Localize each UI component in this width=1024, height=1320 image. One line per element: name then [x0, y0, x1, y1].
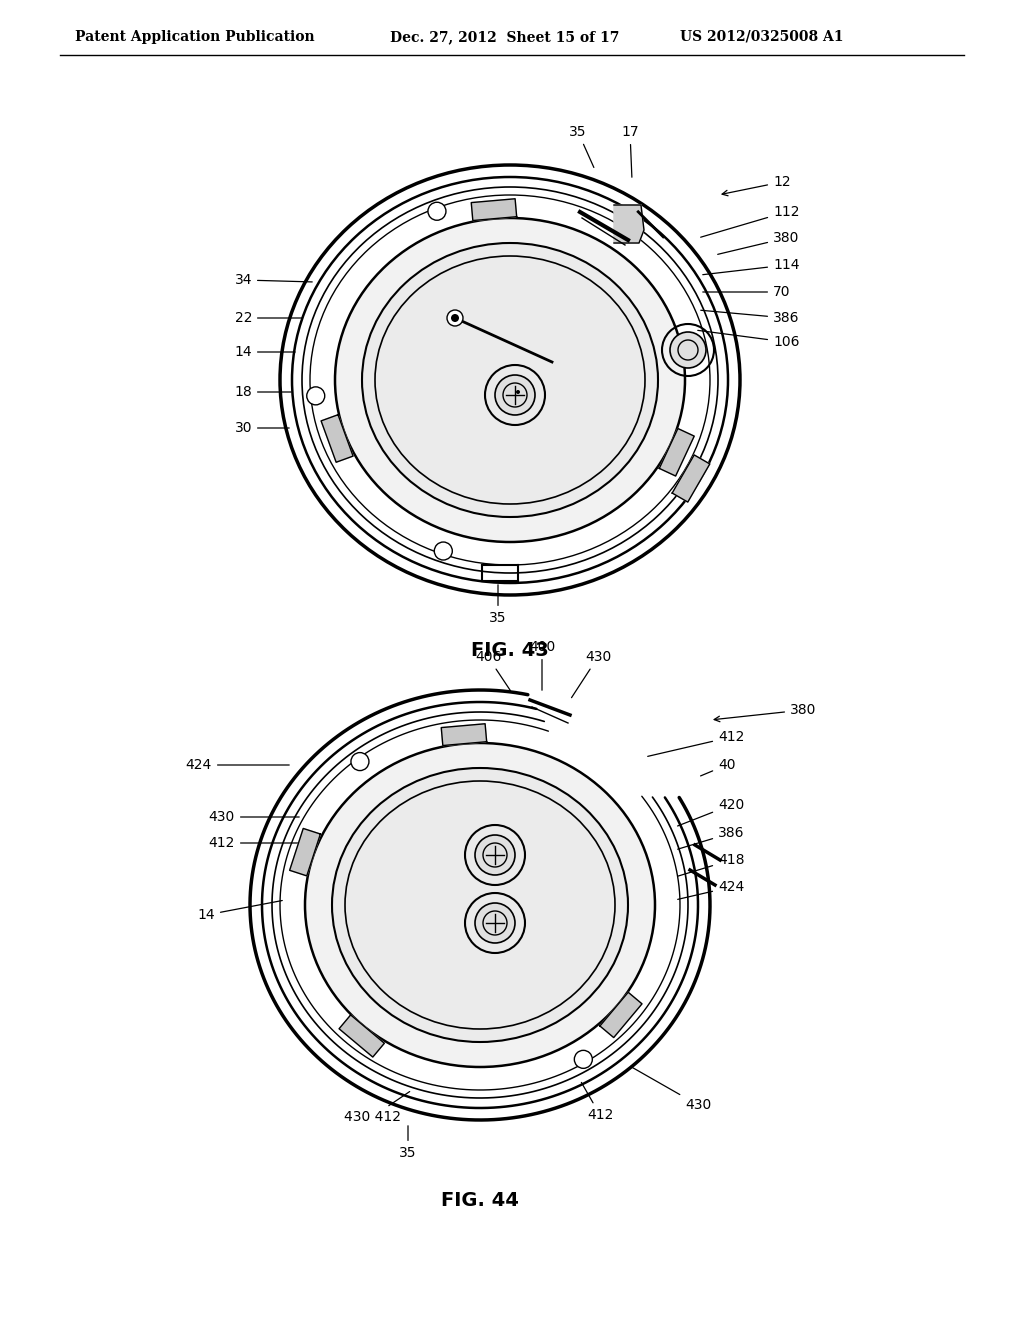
- Text: Patent Application Publication: Patent Application Publication: [75, 30, 314, 44]
- Text: 14: 14: [198, 900, 283, 921]
- Text: 380: 380: [714, 704, 816, 722]
- Text: US 2012/0325008 A1: US 2012/0325008 A1: [680, 30, 844, 44]
- Text: 112: 112: [700, 205, 800, 238]
- Text: 100: 100: [427, 913, 453, 928]
- Polygon shape: [659, 429, 694, 477]
- Text: Dec. 27, 2012  Sheet 15 of 17: Dec. 27, 2012 Sheet 15 of 17: [390, 30, 620, 44]
- Circle shape: [475, 836, 515, 875]
- Text: 18: 18: [234, 385, 291, 399]
- Polygon shape: [322, 414, 353, 462]
- Polygon shape: [441, 723, 486, 746]
- Text: 106: 106: [697, 330, 800, 348]
- Text: 384: 384: [432, 401, 458, 414]
- Text: 30: 30: [234, 421, 289, 436]
- Circle shape: [428, 202, 445, 220]
- Ellipse shape: [305, 743, 655, 1067]
- Text: 412: 412: [209, 836, 302, 850]
- Text: 114: 114: [702, 257, 800, 275]
- Ellipse shape: [335, 218, 685, 543]
- Circle shape: [574, 1051, 592, 1068]
- Ellipse shape: [332, 768, 628, 1041]
- Text: 386: 386: [700, 310, 800, 325]
- Text: 424: 424: [185, 758, 289, 772]
- Circle shape: [447, 310, 463, 326]
- Text: FIG. 44: FIG. 44: [441, 1191, 519, 1209]
- Text: 12: 12: [722, 176, 791, 195]
- Text: 102: 102: [427, 898, 453, 912]
- Text: 420: 420: [678, 799, 744, 826]
- Circle shape: [475, 903, 515, 942]
- Text: 386: 386: [678, 826, 744, 849]
- Polygon shape: [600, 993, 642, 1038]
- Text: 100: 100: [432, 383, 458, 397]
- Circle shape: [307, 387, 325, 405]
- Text: 112: 112: [427, 846, 453, 861]
- Text: 40: 40: [700, 758, 735, 776]
- Circle shape: [516, 389, 520, 393]
- Circle shape: [495, 375, 535, 414]
- Text: 14: 14: [234, 345, 295, 359]
- Text: 35: 35: [489, 585, 507, 624]
- Polygon shape: [672, 455, 710, 502]
- Circle shape: [434, 543, 453, 560]
- Text: 430 412: 430 412: [343, 1092, 410, 1125]
- Polygon shape: [471, 199, 517, 220]
- Text: 412: 412: [582, 1082, 613, 1122]
- Text: 412: 412: [648, 730, 744, 756]
- Text: 418: 418: [678, 853, 744, 876]
- Polygon shape: [290, 829, 321, 876]
- Text: 384: 384: [427, 931, 453, 944]
- Text: 406: 406: [475, 649, 510, 690]
- Text: FIG. 43: FIG. 43: [471, 640, 549, 660]
- Circle shape: [451, 314, 459, 322]
- Circle shape: [670, 333, 706, 368]
- Text: 430: 430: [209, 810, 299, 824]
- Polygon shape: [614, 205, 644, 243]
- Polygon shape: [339, 1015, 384, 1057]
- Text: 400: 400: [528, 640, 555, 690]
- Text: 430: 430: [631, 1067, 712, 1111]
- Ellipse shape: [362, 243, 658, 517]
- Text: 424: 424: [678, 880, 744, 899]
- Text: 35: 35: [569, 125, 594, 168]
- Text: 35: 35: [399, 1126, 417, 1160]
- Text: 22: 22: [234, 312, 302, 325]
- Text: 430: 430: [571, 649, 611, 698]
- Circle shape: [351, 752, 369, 771]
- Text: 17: 17: [622, 125, 639, 177]
- Text: 114: 114: [427, 830, 453, 843]
- Text: 70: 70: [702, 285, 791, 300]
- Text: 380: 380: [718, 231, 800, 255]
- Text: 102: 102: [432, 366, 458, 379]
- Text: 34: 34: [234, 273, 312, 286]
